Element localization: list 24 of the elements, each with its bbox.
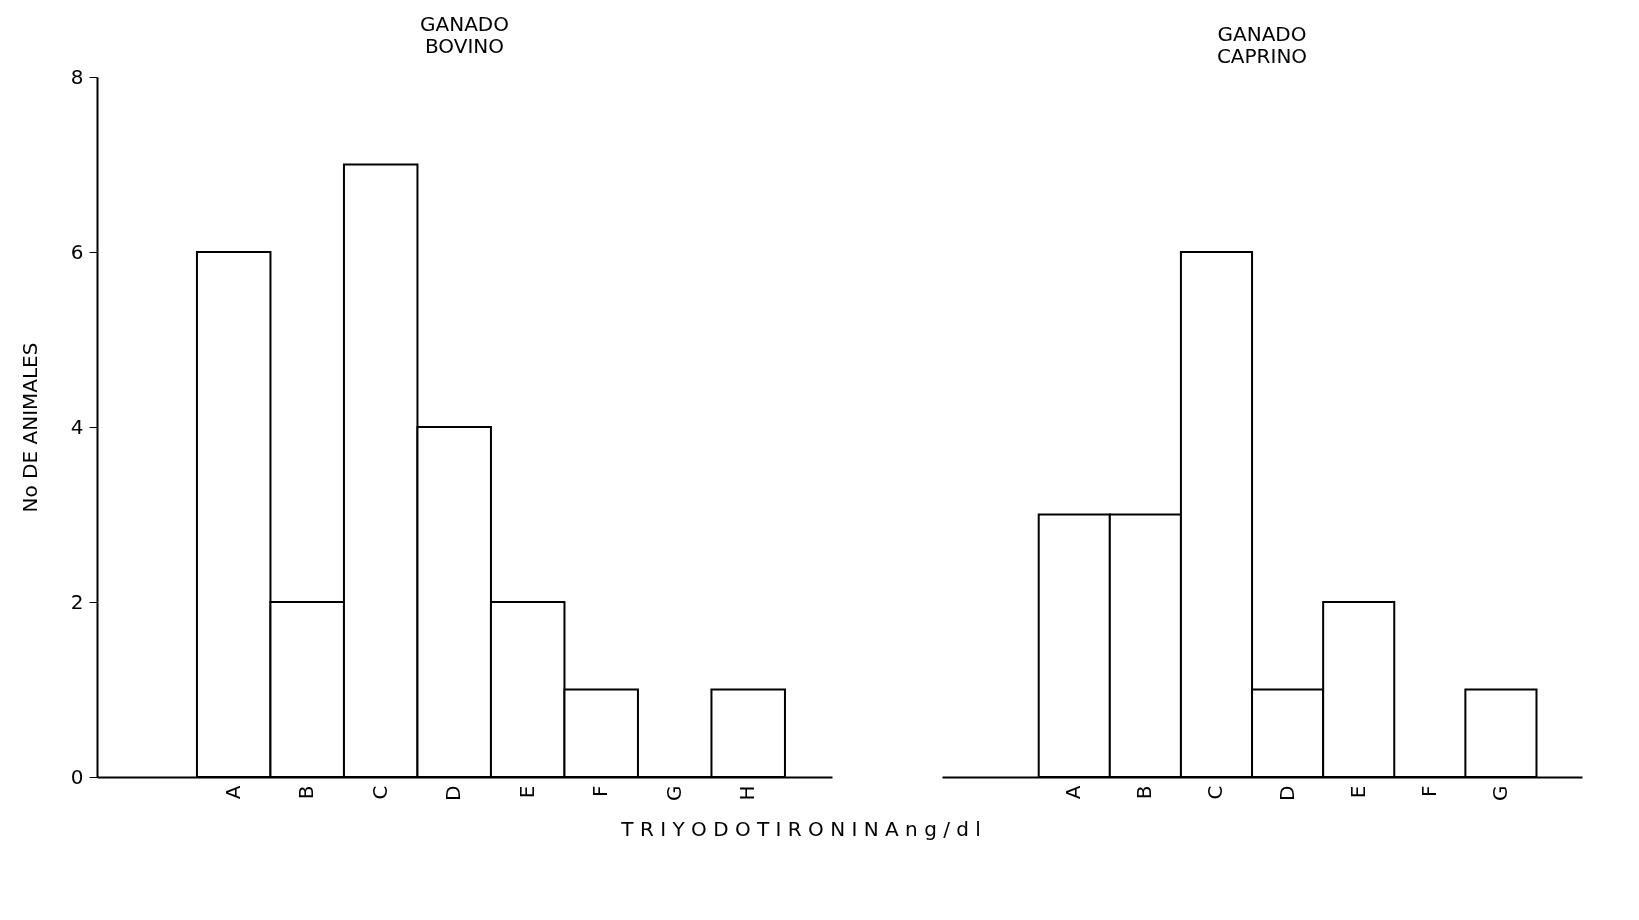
y-tick-label: 2 [70,589,84,614]
chart-title: GANADO CAPRINO [1216,22,1308,68]
x-tick-label: E [1345,785,1370,799]
x-tick-label: A [1061,785,1086,800]
y-axis-title: No DE ANIMALES [17,342,42,513]
x-tick-label: C [1203,785,1228,800]
x-tick-label: D [441,785,466,801]
x-tick-label: F [588,785,613,798]
x-tick-label: A [220,785,245,800]
x-tick-label: G [1487,785,1512,801]
x-tick-label: G [661,785,686,801]
x-tick-label: B [294,785,319,800]
y-tick-label: 4 [70,414,84,439]
x-tick-label: H [735,785,760,801]
y-tick-label: 6 [70,239,84,264]
x-axis-title: T R I Y O D O T I R O N I N A n g / d l [620,817,981,842]
x-tick-label: F [1416,785,1441,798]
y-tick-label: 0 [70,764,84,789]
y-tick-label: 8 [70,64,84,89]
x-tick-label: B [1132,785,1157,800]
x-tick-label: E [514,785,539,799]
chart-title: GANADO BOVINO [420,12,509,58]
x-tick-label: C [367,785,392,800]
x-tick-label: D [1274,785,1299,801]
